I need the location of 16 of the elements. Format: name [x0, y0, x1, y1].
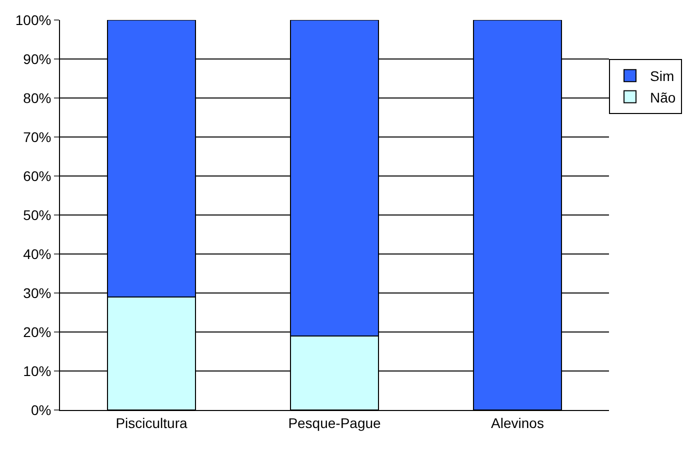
y-tick-label: 70% — [23, 128, 52, 145]
x-tick-label: Pesque-Pague — [288, 414, 382, 431]
legend-label: Sim — [650, 68, 674, 84]
y-tick-label: 40% — [23, 246, 52, 262]
y-tick-label: 100% — [15, 12, 52, 28]
y-tick-label: 10% — [23, 362, 52, 379]
y-tick-label: 0% — [30, 402, 52, 418]
y-tick-label: 50% — [23, 206, 52, 223]
y-tick-label: 30% — [23, 284, 52, 301]
legend-label: Não — [650, 89, 676, 106]
y-tick-label: 80% — [23, 90, 52, 106]
y-tick-label: 60% — [23, 168, 52, 184]
y-tick-label: 20% — [23, 324, 52, 340]
x-tick-label: Piscicultura — [116, 414, 188, 431]
x-tick-label: Alevinos — [491, 414, 544, 431]
y-tick-label: 90% — [23, 50, 52, 67]
